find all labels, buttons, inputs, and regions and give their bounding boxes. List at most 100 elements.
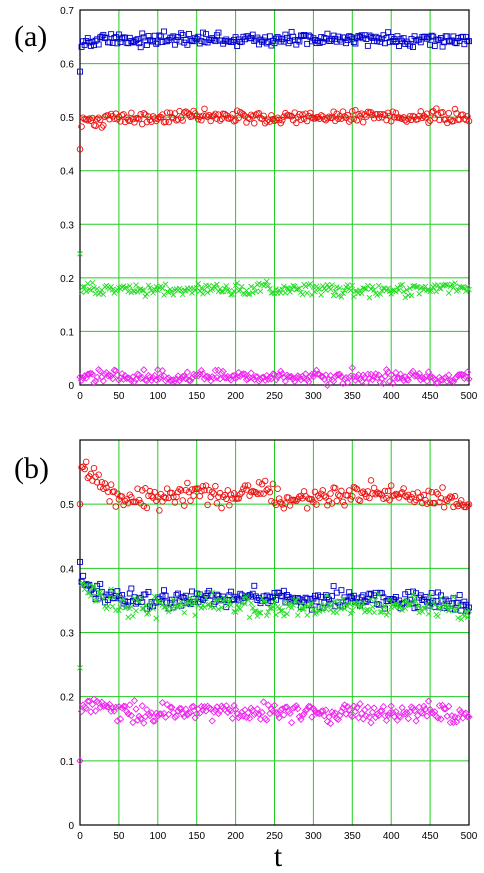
data-point — [375, 711, 383, 720]
data-point — [421, 605, 427, 611]
data-point — [100, 122, 107, 129]
data-point — [114, 591, 121, 598]
data-point — [378, 491, 386, 499]
data-point — [295, 612, 301, 618]
data-point — [446, 718, 454, 727]
data-point — [379, 609, 385, 615]
data-point — [370, 704, 378, 712]
data-point — [407, 602, 413, 609]
data-point — [162, 281, 169, 287]
data-point — [298, 601, 304, 607]
data-point — [419, 114, 426, 122]
data-point — [213, 115, 221, 123]
data-point — [149, 717, 157, 725]
data-point — [355, 599, 362, 605]
data-point — [83, 582, 90, 588]
data-point — [185, 376, 193, 384]
data-point — [96, 116, 104, 124]
data-point — [78, 43, 85, 50]
data-point — [146, 711, 154, 720]
data-point — [280, 587, 287, 594]
data-point — [370, 484, 378, 492]
data-point — [231, 608, 237, 615]
data-point — [391, 604, 398, 610]
data-point — [453, 500, 460, 508]
data-point — [319, 487, 326, 494]
data-point — [410, 591, 416, 598]
series-2 — [77, 580, 472, 671]
data-point — [385, 29, 392, 36]
data-point — [223, 597, 230, 604]
panel-label-a: (a) — [14, 20, 48, 53]
series-0 — [76, 458, 473, 514]
data-point — [262, 281, 268, 288]
data-point — [364, 42, 371, 49]
x-tick-label: 400 — [383, 391, 400, 402]
data-point — [444, 282, 451, 288]
data-point — [80, 580, 86, 587]
data-point — [377, 490, 384, 497]
data-point — [95, 471, 102, 478]
data-point — [356, 497, 364, 504]
data-point — [198, 285, 205, 291]
data-point — [358, 604, 365, 610]
data-point — [418, 374, 426, 382]
data-point — [296, 285, 303, 292]
data-point — [177, 374, 185, 382]
data-point — [237, 606, 244, 612]
data-point — [457, 708, 465, 717]
data-point — [100, 291, 107, 298]
data-point — [222, 702, 230, 710]
data-point — [381, 372, 389, 381]
x-tick-label: 0 — [77, 391, 83, 402]
data-point — [103, 484, 110, 492]
data-point — [185, 709, 193, 718]
data-point — [253, 608, 259, 614]
data-point — [181, 287, 188, 294]
data-point — [386, 596, 393, 603]
data-point — [125, 288, 132, 295]
data-point — [387, 482, 395, 489]
data-point — [440, 503, 448, 511]
data-point — [91, 284, 97, 291]
data-point — [192, 612, 198, 618]
data-point — [341, 502, 348, 509]
data-point — [310, 606, 317, 612]
data-point — [349, 493, 356, 500]
data-point — [384, 109, 392, 117]
data-point — [93, 115, 101, 123]
data-point — [231, 374, 240, 383]
data-point — [284, 372, 293, 381]
data-point — [263, 612, 270, 619]
data-point — [287, 718, 296, 727]
data-point — [124, 710, 132, 718]
data-point — [232, 282, 239, 289]
data-point — [385, 609, 391, 616]
data-point — [354, 602, 360, 609]
data-point — [433, 105, 440, 112]
data-point — [293, 497, 300, 505]
data-point — [366, 608, 373, 615]
data-point — [156, 507, 163, 514]
data-point — [332, 288, 339, 295]
data-point — [461, 613, 468, 619]
data-point — [302, 602, 309, 608]
data-point — [466, 38, 472, 45]
data-point — [154, 115, 162, 123]
data-point — [196, 591, 203, 598]
data-point — [338, 587, 345, 594]
data-point — [178, 30, 185, 37]
data-point — [199, 483, 207, 490]
data-point — [370, 114, 378, 122]
data-point — [139, 30, 146, 37]
data-point — [279, 607, 286, 614]
data-point — [206, 587, 213, 594]
data-point — [248, 283, 254, 290]
data-point — [211, 366, 220, 375]
data-point — [464, 113, 471, 120]
data-point — [272, 376, 280, 384]
data-point — [439, 606, 446, 613]
data-point — [154, 599, 161, 605]
data-point — [105, 700, 114, 708]
data-point — [344, 282, 351, 288]
